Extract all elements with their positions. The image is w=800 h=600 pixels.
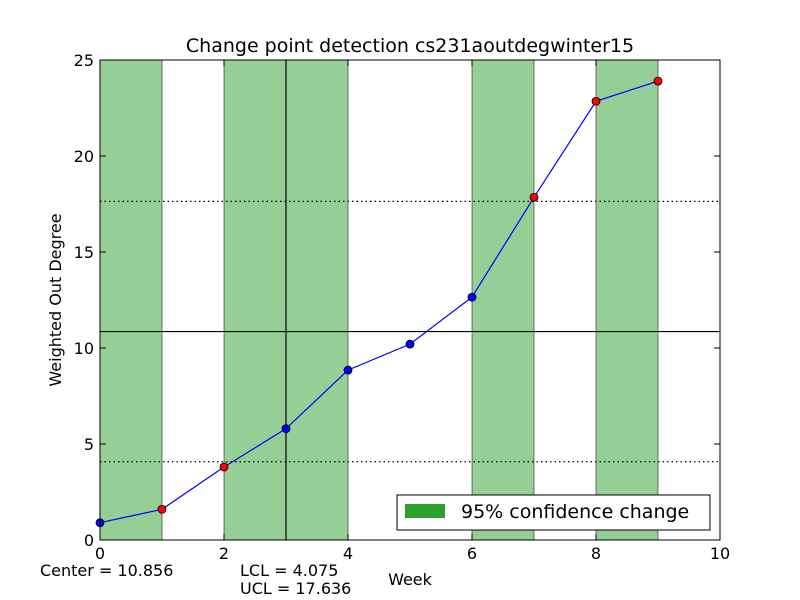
axis-ticks: 0 2 4 6 8 10 0 5 10 15 20 25 xyxy=(74,51,731,563)
lcl-value: LCL = 4.075 xyxy=(240,561,339,580)
x-tick-label: 2 xyxy=(219,544,229,563)
x-tick-label: 4 xyxy=(343,544,353,563)
legend-box xyxy=(396,494,711,531)
y-tick-label: 10 xyxy=(74,339,94,358)
change-point-marker xyxy=(591,96,601,106)
series-line-0 xyxy=(99,80,659,524)
legend-swatch xyxy=(405,504,445,518)
change-point-marker xyxy=(219,462,229,472)
data-series xyxy=(95,76,663,528)
data-point-marker xyxy=(281,424,291,434)
data-point-marker xyxy=(343,365,353,375)
change-point-marker xyxy=(157,504,167,514)
change-region-3 xyxy=(595,59,659,541)
change-point-marker xyxy=(529,192,539,202)
data-point-marker xyxy=(467,292,477,302)
chart-title: Change point detection cs231aoutdegwinte… xyxy=(186,35,634,57)
change-region-0 xyxy=(99,59,163,541)
y-tick-label: 15 xyxy=(74,243,94,262)
x-tick-label: 6 xyxy=(467,544,477,563)
change-region-2 xyxy=(471,59,535,541)
y-tick-label: 20 xyxy=(74,147,94,166)
y-tick-label: 5 xyxy=(84,435,94,454)
change-point-marker xyxy=(653,76,663,86)
data-point-marker xyxy=(405,339,415,349)
y-tick-label: 0 xyxy=(84,531,94,550)
center-value: Center = 10.856 xyxy=(40,561,174,580)
ucl-value: UCL = 17.636 xyxy=(240,579,352,598)
x-axis-label: Week xyxy=(388,570,433,589)
legend: 95% confidence change xyxy=(396,494,711,531)
x-tick-label: 10 xyxy=(710,544,730,563)
y-axis-label: Weighted Out Degree xyxy=(46,213,65,386)
change-regions xyxy=(99,59,659,541)
x-tick-label: 0 xyxy=(95,544,105,563)
axes-frame xyxy=(99,59,721,541)
x-tick-label: 8 xyxy=(591,544,601,563)
y-tick-label: 25 xyxy=(74,51,94,70)
legend-label: 95% confidence change xyxy=(461,501,689,523)
reference-lines xyxy=(100,60,720,540)
